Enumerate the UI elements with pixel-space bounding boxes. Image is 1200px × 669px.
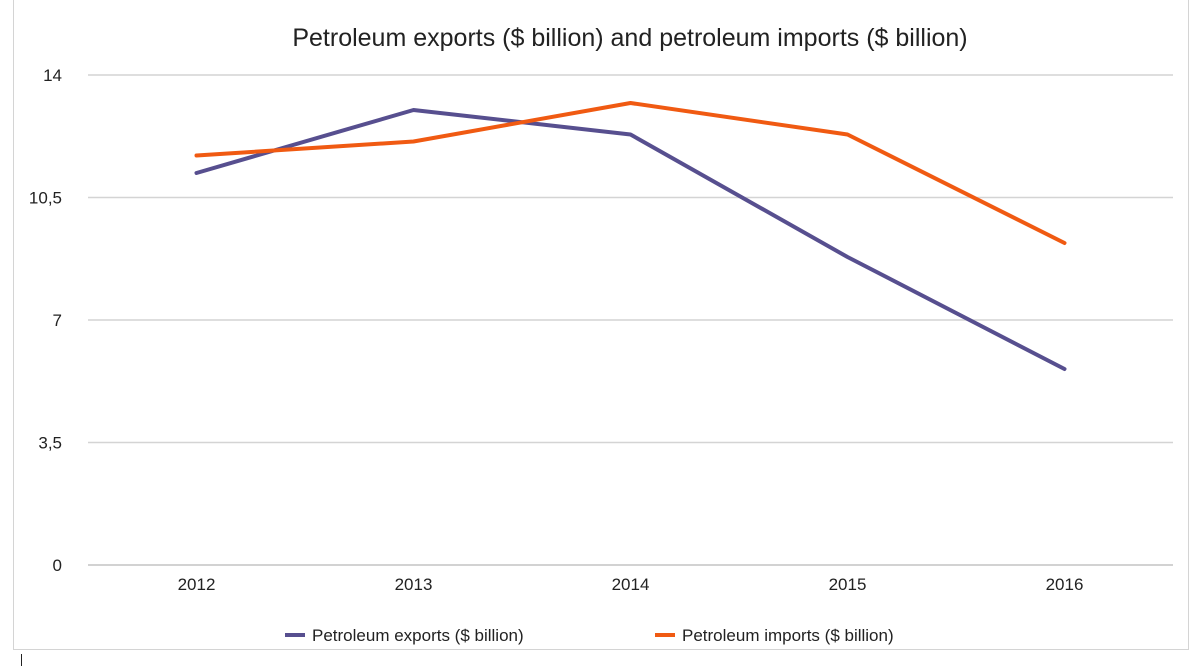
chart-title: Petroleum exports ($ billion) and petrol… xyxy=(292,24,967,52)
x-axis-ticks: 2012 2013 2014 2015 2016 xyxy=(178,575,1084,594)
grid-lines xyxy=(88,74,1173,566)
y-tick-label: 0 xyxy=(53,556,62,575)
legend-label: Petroleum exports ($ billion) xyxy=(312,626,524,645)
y-tick-label: 3,5 xyxy=(38,434,62,453)
y-tick-label: 14 xyxy=(43,66,62,85)
series-line-2 xyxy=(194,101,1067,245)
x-tick-label: 2014 xyxy=(612,575,650,594)
y-tick-label: 10,5 xyxy=(29,189,62,208)
x-tick-label: 2012 xyxy=(178,575,216,594)
legend: Petroleum exports ($ billion) Petroleum i… xyxy=(285,626,894,645)
x-tick-label: 2015 xyxy=(829,575,867,594)
x-tick-label: 2013 xyxy=(395,575,433,594)
series-lines xyxy=(194,101,1067,371)
x-tick-label: 2016 xyxy=(1046,575,1084,594)
legend-label: Petroleum imports ($ billion) xyxy=(682,626,894,645)
y-tick-label: 7 xyxy=(53,311,62,330)
y-axis-ticks: 0 3,5 7 10,5 14 xyxy=(29,66,62,575)
text-cursor-mark xyxy=(21,654,22,666)
